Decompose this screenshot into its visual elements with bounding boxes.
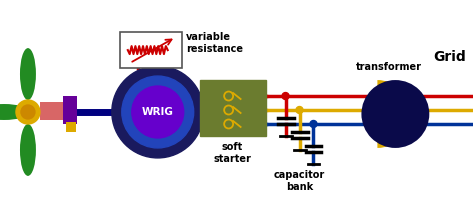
Wedge shape [377, 80, 411, 148]
Circle shape [310, 121, 317, 127]
Text: transformer: transformer [356, 62, 422, 72]
Text: Grid: Grid [433, 50, 466, 64]
Bar [63, 96, 77, 124]
Circle shape [282, 93, 289, 99]
Text: WRIG: WRIG [142, 107, 173, 117]
Bar [66, 122, 76, 132]
Circle shape [16, 100, 40, 124]
Ellipse shape [20, 48, 36, 100]
Circle shape [296, 106, 303, 114]
Circle shape [361, 80, 429, 148]
Text: variable
resistance: variable resistance [186, 32, 243, 54]
Bar [40, 102, 66, 120]
Circle shape [132, 86, 184, 138]
Circle shape [21, 105, 35, 119]
Text: soft
starter: soft starter [214, 142, 252, 164]
Bar [120, 32, 182, 68]
Ellipse shape [0, 104, 30, 120]
Bar [200, 80, 265, 136]
Text: capacitor
bank: capacitor bank [274, 170, 325, 192]
Ellipse shape [20, 124, 36, 176]
Circle shape [112, 66, 204, 158]
Circle shape [122, 76, 194, 148]
